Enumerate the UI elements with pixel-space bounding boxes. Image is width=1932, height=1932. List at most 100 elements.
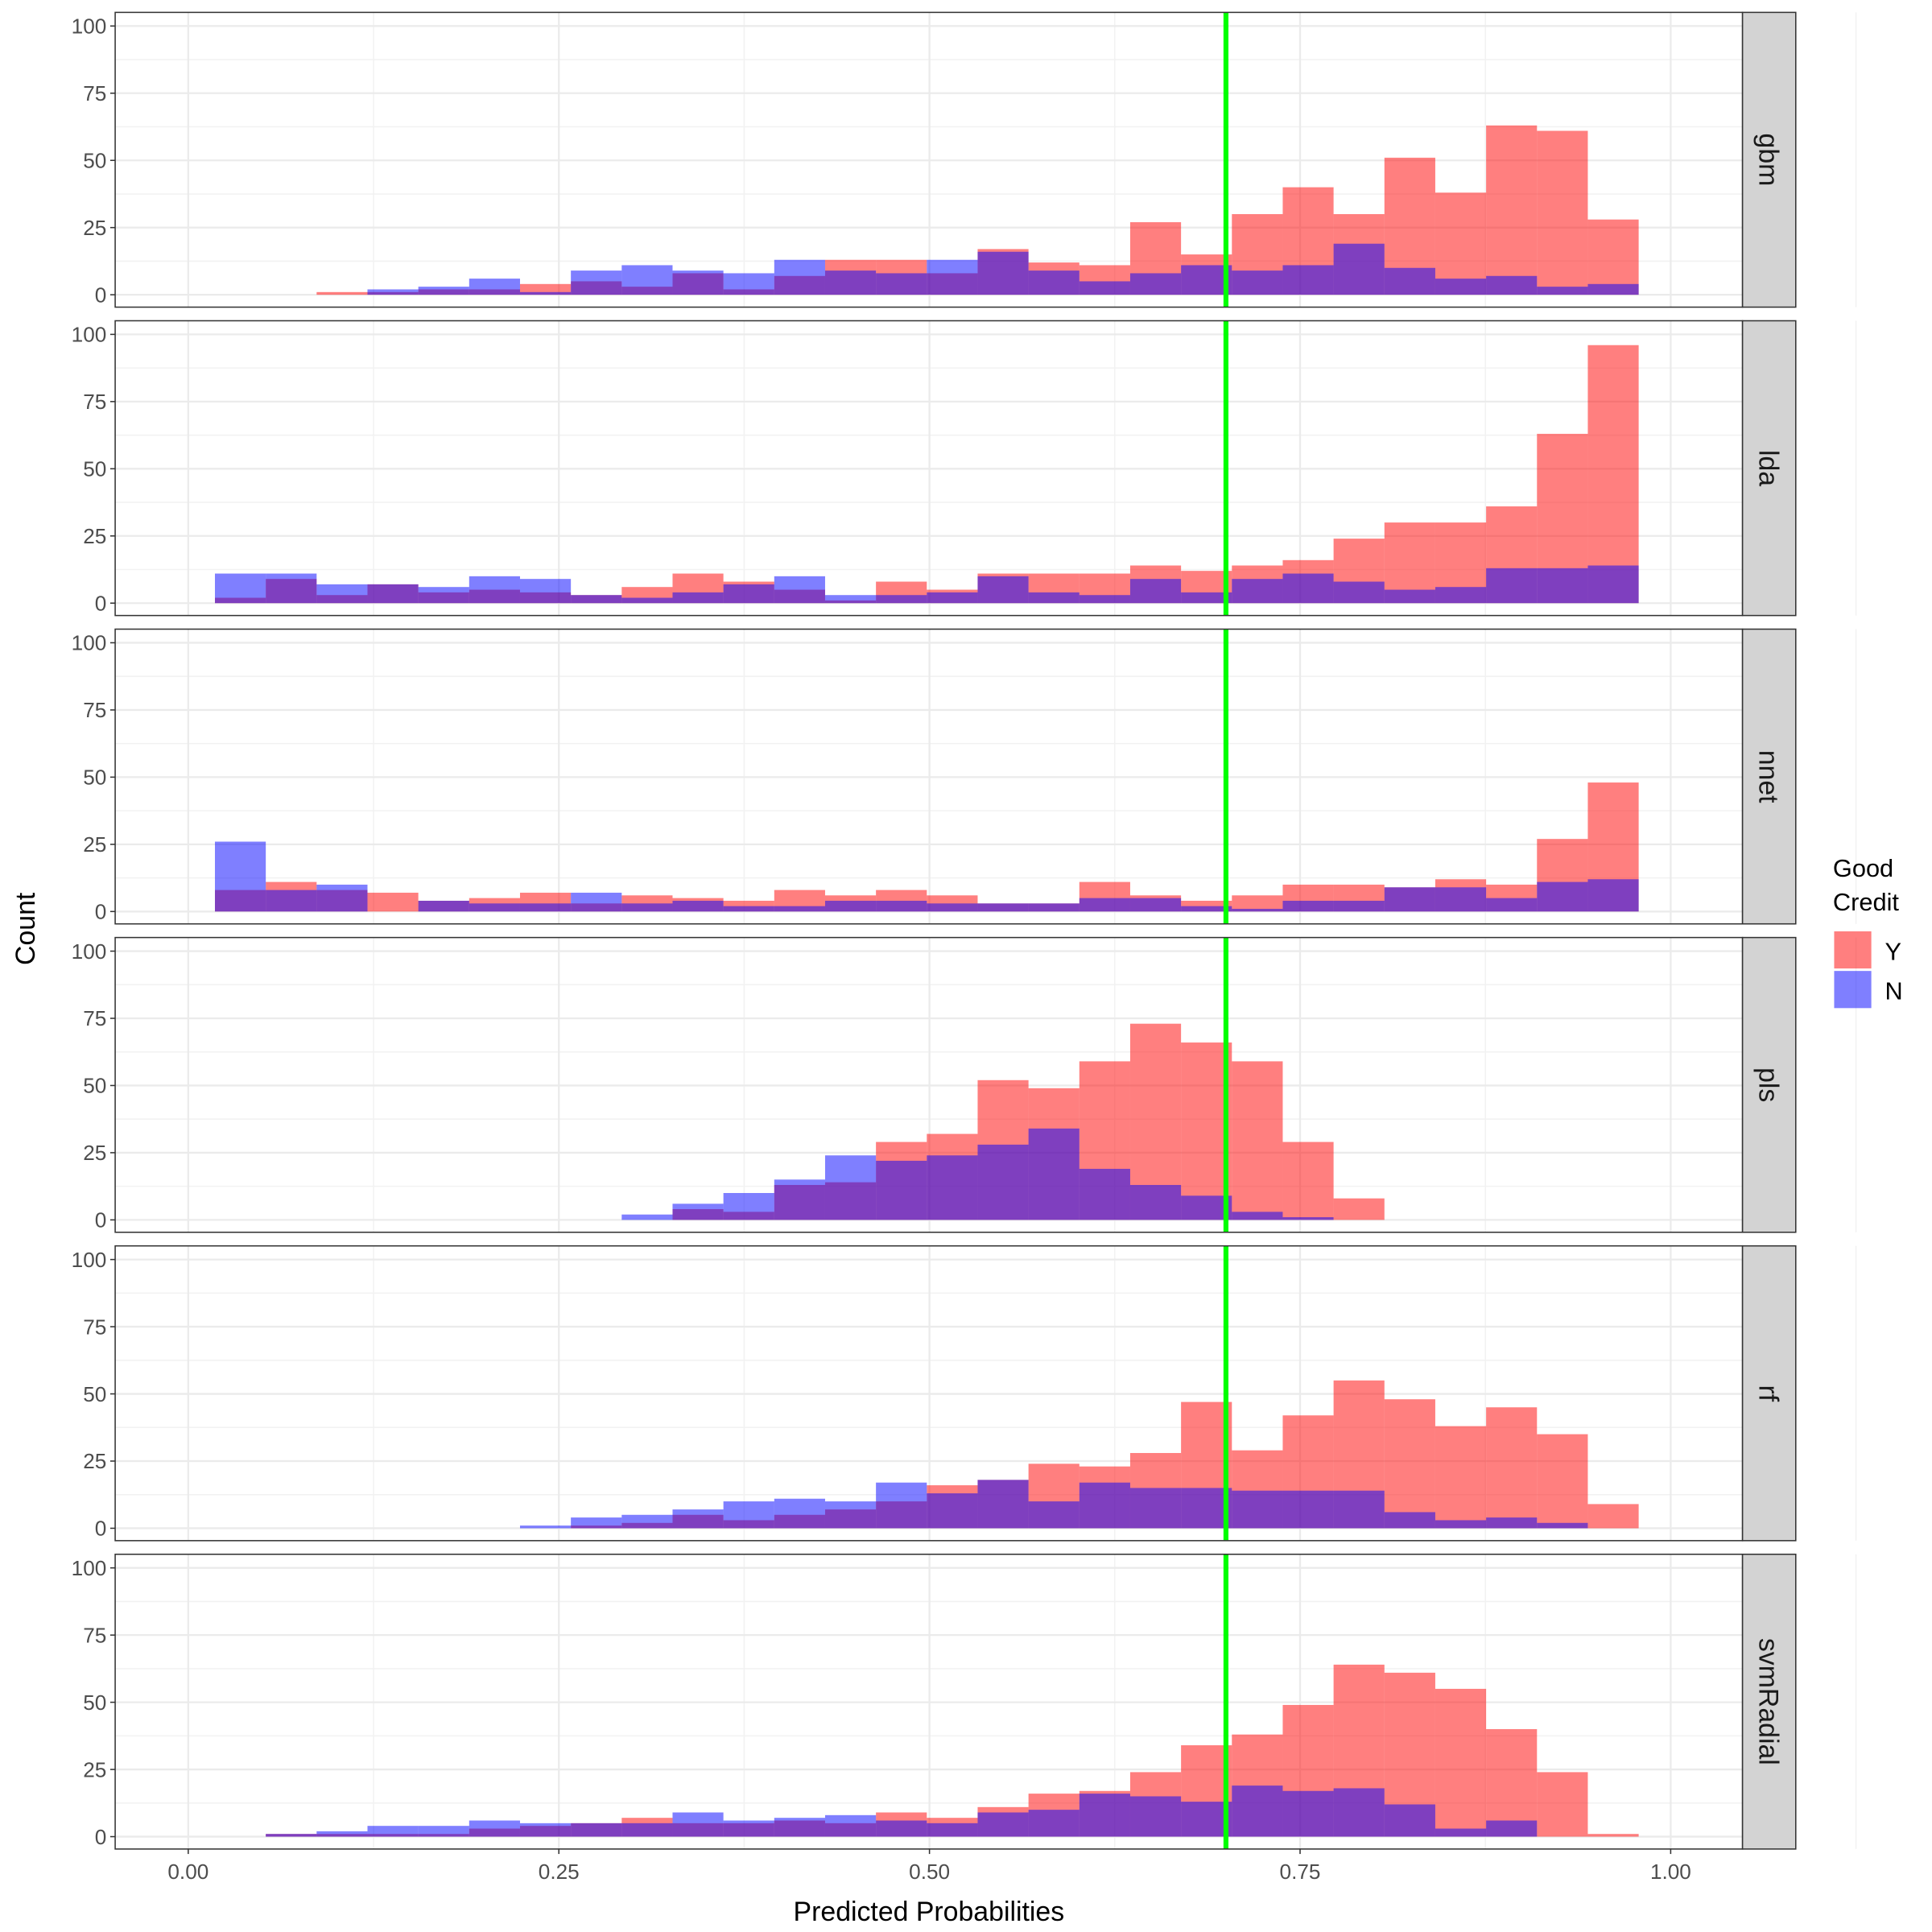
legend: Good Credit Y N: [1833, 854, 1903, 1009]
bar-y: [1587, 219, 1639, 295]
bar-n: [418, 587, 469, 604]
panel-rf: 0 25 50 75 100 rf: [72, 1245, 1857, 1542]
bar-n: [1537, 287, 1588, 295]
bar-n: [316, 884, 368, 912]
y-tick-label: 100: [72, 323, 107, 347]
y-tick-label: 0: [95, 1517, 107, 1541]
bar-n: [1587, 283, 1639, 295]
bar-n: [1333, 1788, 1385, 1837]
bar-n: [621, 1214, 673, 1220]
bar-n: [418, 900, 469, 912]
bar-n: [1181, 592, 1232, 604]
bar-n: [519, 291, 572, 295]
bar-n: [1384, 1512, 1435, 1529]
y-tick-label: 25: [83, 524, 106, 548]
facet-strip-label: pls: [1752, 1067, 1783, 1102]
bar-n: [774, 576, 825, 604]
bar-n: [1486, 1820, 1538, 1837]
bar-y: [519, 283, 572, 295]
bar-n: [1435, 1520, 1487, 1529]
legend-title-line2: Credit: [1833, 888, 1899, 916]
bar-n: [621, 1514, 673, 1529]
bar-n: [774, 1179, 825, 1220]
bar-n: [1537, 1522, 1588, 1529]
bar-n: [571, 1517, 622, 1529]
bar-n: [519, 579, 572, 604]
bar-n: [1232, 579, 1283, 604]
bar-n: [1028, 592, 1080, 604]
bar-y: [1537, 130, 1588, 295]
facet-strip-label: gbm: [1752, 134, 1783, 187]
bar-n: [977, 903, 1029, 912]
bar-n: [367, 289, 419, 295]
bar-n: [519, 903, 572, 912]
bar-n: [876, 900, 927, 912]
bar-n: [214, 573, 266, 604]
bar-n: [1028, 903, 1080, 912]
bar-n: [1181, 265, 1232, 295]
bar-y: [1435, 1688, 1487, 1837]
y-tick-label: 100: [72, 1248, 107, 1272]
bar-y: [1282, 1141, 1334, 1220]
bar-n: [977, 1812, 1029, 1837]
bar-n: [1486, 1517, 1538, 1529]
bar-n: [977, 251, 1029, 295]
legend-label-y: Y: [1885, 937, 1902, 965]
bar-n: [774, 1498, 825, 1529]
bar-n: [876, 1820, 927, 1837]
bar-n: [266, 573, 317, 604]
y-tick-label: 0: [95, 591, 107, 615]
bar-n: [672, 1509, 724, 1529]
bar-n: [824, 595, 877, 604]
panel-pls: 0 25 50 75 100 pls: [72, 936, 1857, 1233]
bar-n: [723, 1820, 774, 1837]
bar-n: [1282, 265, 1334, 295]
y-tick-label: 25: [83, 1449, 106, 1473]
bar-n: [1129, 273, 1182, 295]
y-tick-label: 75: [83, 390, 106, 414]
bar-y: [316, 291, 368, 295]
y-tick-label: 50: [83, 457, 106, 481]
bar-y: [1537, 1434, 1588, 1529]
bar-n: [367, 1826, 419, 1837]
bar-n: [1537, 568, 1588, 604]
bar-n: [927, 592, 978, 604]
bar-y: [367, 892, 419, 912]
bar-n: [672, 592, 724, 604]
bar-n: [1282, 1790, 1334, 1837]
y-tick-label: 25: [83, 1757, 106, 1781]
bar-n: [1282, 1217, 1334, 1220]
y-tick-label: 0: [95, 283, 107, 307]
y-tick-label: 75: [83, 698, 106, 722]
bar-n: [214, 841, 266, 912]
x-axis-title: Predicted Probabilities: [794, 1897, 1065, 1927]
y-tick-label: 75: [83, 1006, 106, 1030]
bar-n: [1028, 270, 1080, 295]
bar-n: [1232, 908, 1283, 912]
y-tick-label: 50: [83, 1074, 106, 1098]
bar-n: [1028, 1501, 1080, 1529]
bar-n: [1282, 573, 1334, 604]
bar-n: [367, 584, 419, 604]
bar-n: [774, 906, 825, 912]
legend-key-y: [1834, 931, 1872, 969]
bar-n: [927, 1823, 978, 1837]
bar-n: [1435, 587, 1487, 604]
bar-n: [1333, 581, 1385, 604]
bar-y: [1384, 1399, 1435, 1529]
y-tick-label: 75: [83, 1623, 106, 1647]
bar-n: [723, 1501, 774, 1529]
bar-n: [723, 584, 774, 604]
bar-y: [1435, 1426, 1487, 1529]
bar-n: [774, 259, 825, 295]
bar-n: [1587, 565, 1639, 604]
y-tick-label: 100: [72, 631, 107, 655]
bar-n: [1079, 281, 1130, 295]
bar-n: [1232, 1785, 1283, 1837]
bar-n: [1028, 1810, 1080, 1837]
bar-y: [1587, 1504, 1639, 1529]
y-tick-label: 0: [95, 1825, 107, 1849]
bar-n: [1384, 887, 1435, 912]
y-tick-label: 100: [72, 14, 107, 39]
